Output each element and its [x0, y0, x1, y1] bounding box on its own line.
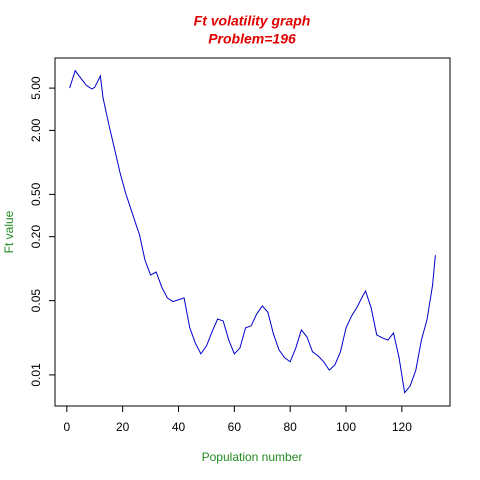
y-tick-label: 2.00: [29, 118, 43, 142]
plot-box: [54, 57, 451, 407]
x-tick-label: 40: [172, 420, 186, 434]
x-tick-label: 60: [228, 420, 242, 434]
chart-title: Ft volatility graph: [194, 13, 311, 29]
data-line: [69, 69, 436, 394]
x-tick-label: 20: [116, 420, 130, 434]
y-tick-label: 0.05: [29, 289, 43, 313]
x-tick-label: 80: [284, 420, 298, 434]
y-tick-label: 0.20: [29, 225, 43, 249]
x-tick-label: 120: [392, 420, 412, 434]
y-tick-label: 0.01: [29, 363, 43, 387]
chart-subtitle: Problem=196: [208, 31, 296, 47]
x-tick-label: 0: [63, 420, 70, 434]
x-tick-label: 100: [336, 420, 356, 434]
y-axis-label: Ft value: [2, 210, 16, 253]
y-tick-label: 5.00: [29, 76, 43, 100]
y-tick-label: 0.50: [29, 182, 43, 206]
x-axis-label: Population number: [202, 450, 303, 464]
